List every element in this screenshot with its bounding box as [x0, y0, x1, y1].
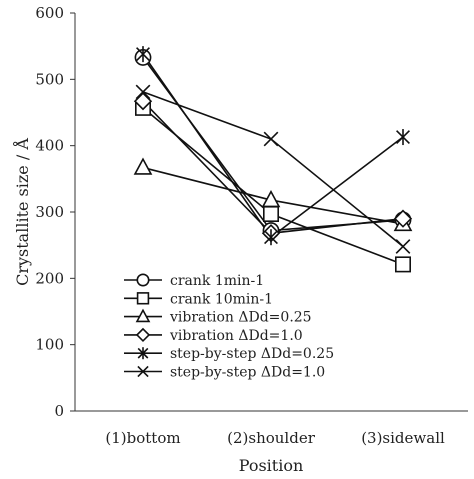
legend-marker	[137, 347, 149, 360]
y-tick-label: 400	[35, 137, 64, 155]
legend-marker	[136, 273, 150, 287]
legend-item: step-by-step ΔDd=1.0	[124, 365, 325, 381]
legend-label: crank 10min-1	[170, 291, 273, 307]
legend: crank 1min-1 crank 10min-1 vibration ΔDd=0…	[124, 273, 334, 381]
y-tick-label: 0	[54, 402, 64, 420]
x-tick-label: (1)bottom	[105, 429, 180, 447]
data-point-s5-p1	[136, 46, 150, 63]
legend-label: vibration ΔDd=0.25	[169, 310, 312, 326]
legend-label: vibration ΔDd=1.0	[169, 328, 303, 344]
y-tick-label: 600	[35, 4, 64, 22]
y-tick-label: 300	[35, 203, 64, 221]
data-point-s4-p3	[393, 209, 413, 228]
data-point-s3-p1	[133, 157, 153, 175]
y-tick-label: 100	[35, 336, 64, 354]
y-tick-label: 500	[35, 70, 64, 88]
legend-marker	[135, 308, 151, 323]
legend-marker	[136, 292, 150, 305]
data-point-s6-p2	[263, 131, 279, 147]
legend-marker	[137, 365, 149, 378]
legend-item: crank 1min-1	[124, 273, 264, 289]
data-point-s3-p2	[261, 189, 281, 208]
data-point-s5-p2	[264, 229, 278, 246]
legend-label: crank 1min-1	[170, 273, 264, 289]
x-tick-label: (3)sidewall	[361, 429, 445, 447]
data-point-s5-p3	[396, 129, 410, 146]
legend-item: vibration ΔDd=1.0	[124, 327, 303, 344]
data-point-s6-p3	[395, 239, 411, 254]
x-axis-label: Position	[239, 456, 304, 475]
data-point-s4-p1	[133, 92, 153, 111]
data-point-s2-p3	[394, 256, 411, 273]
legend-item: crank 10min-1	[124, 291, 273, 307]
legend-marker	[135, 327, 151, 343]
data-point-s6-p1	[135, 84, 151, 100]
y-axis-label: Crystallite size / Å	[12, 138, 32, 286]
axes: 0 100 200 300 400 500 600 (1)bottom (2)shoulder (…	[35, 4, 468, 447]
legend-item: vibration ΔDd=0.25	[124, 308, 312, 326]
legend-label: step-by-step ΔDd=1.0	[170, 365, 325, 381]
series-markers	[133, 46, 413, 273]
y-tick-label: 200	[35, 269, 64, 287]
x-tick-label: (2)shoulder	[227, 429, 316, 447]
legend-item: step-by-step ΔDd=0.25	[124, 346, 334, 362]
data-point-s2-p2	[262, 205, 279, 222]
legend-label: step-by-step ΔDd=0.25	[170, 346, 334, 362]
